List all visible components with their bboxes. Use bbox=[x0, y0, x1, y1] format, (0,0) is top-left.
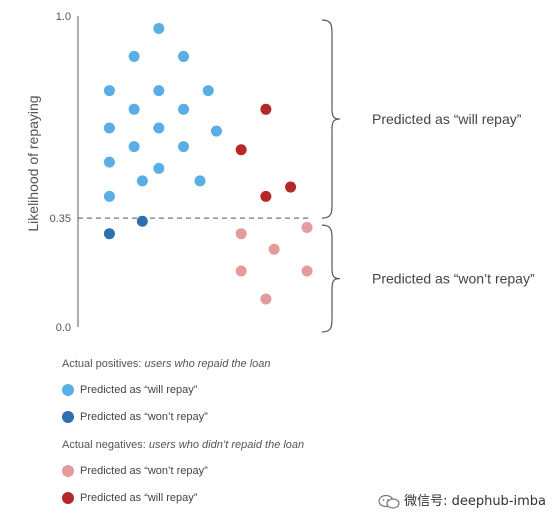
data-point-series-0 bbox=[128, 141, 140, 153]
data-point-series-0 bbox=[103, 190, 115, 202]
legend-label-pos-wont: Predicted as “won’t repay” bbox=[80, 411, 208, 423]
data-point-series-0 bbox=[210, 125, 222, 137]
data-point-series-0 bbox=[153, 162, 165, 174]
legend-swatch-pos-wont bbox=[62, 411, 74, 424]
legend-item-pos-wont: Predicted as “won’t repay” bbox=[62, 411, 208, 424]
data-point-series-2 bbox=[235, 265, 247, 277]
data-point-series-2 bbox=[260, 293, 272, 305]
data-point-series-0 bbox=[128, 50, 140, 62]
legend-negatives-heading-italic: users who didn’t repaid the loan bbox=[148, 439, 305, 451]
data-point-series-2 bbox=[301, 221, 313, 233]
y-tick-label: 1.0 bbox=[56, 11, 71, 23]
data-point-series-2 bbox=[268, 243, 280, 255]
bracket-1 bbox=[321, 224, 341, 333]
data-point-series-3 bbox=[285, 181, 297, 193]
legend-label-neg-will: Predicted as “will repay” bbox=[80, 492, 198, 504]
data-point-series-0 bbox=[153, 22, 165, 34]
data-point-series-2 bbox=[301, 265, 313, 277]
data-point-series-0 bbox=[178, 50, 190, 62]
legend-label-pos-will: Predicted as “will repay” bbox=[80, 384, 198, 396]
data-point-series-1 bbox=[136, 215, 148, 227]
chart-canvas: 1.0 0.35 0.0 Likelihood of repaying Predict… bbox=[25, 11, 535, 334]
data-point-series-0 bbox=[136, 175, 148, 187]
legend-swatch-neg-wont bbox=[62, 465, 74, 478]
data-point-series-0 bbox=[103, 122, 115, 134]
data-point-series-1 bbox=[103, 228, 115, 240]
data-point-series-3 bbox=[260, 103, 272, 115]
data-point-series-3 bbox=[235, 144, 247, 156]
data-point-series-0 bbox=[153, 85, 165, 97]
data-point-series-0 bbox=[128, 103, 140, 115]
data-point-series-0 bbox=[202, 85, 214, 97]
y-tick-label: 0.0 bbox=[56, 322, 71, 334]
data-point-series-0 bbox=[194, 175, 206, 187]
legend-item-neg-wont: Predicted as “won’t repay” bbox=[62, 465, 208, 478]
data-point-series-0 bbox=[103, 156, 115, 168]
legend-item-neg-will: Predicted as “will repay” bbox=[62, 492, 198, 505]
wechat-icon bbox=[378, 494, 400, 509]
legend-negatives-heading-plain: Actual negatives: bbox=[62, 439, 149, 451]
y-tick-label: 0.35 bbox=[50, 213, 71, 225]
legend-label-neg-wont: Predicted as “won’t repay” bbox=[80, 465, 208, 477]
bracket-0 bbox=[321, 19, 341, 219]
data-point-series-0 bbox=[178, 141, 190, 153]
watermark: 微信号: deephub-imba bbox=[378, 490, 546, 509]
data-point-series-2 bbox=[235, 228, 247, 240]
y-axis-label: Likelihood of repaying bbox=[25, 95, 41, 231]
legend-swatch-pos-will bbox=[62, 384, 74, 397]
data-point-series-0 bbox=[178, 103, 190, 115]
watermark-text: 微信号: deephub-imba bbox=[404, 494, 546, 509]
legend-positives-heading: Actual positives: users who repaid the l… bbox=[62, 358, 271, 370]
bracket-label-1: Predicted as “won’t repay” bbox=[372, 271, 535, 287]
data-point-series-3 bbox=[260, 190, 272, 202]
legend-swatch-neg-will bbox=[62, 492, 74, 505]
legend-item-pos-will: Predicted as “will repay” bbox=[62, 384, 198, 397]
legend-negatives-heading: Actual negatives: users who didn’t repai… bbox=[62, 439, 304, 451]
legend-positives-heading-italic: users who repaid the loan bbox=[144, 358, 271, 370]
legend-positives-heading-plain: Actual positives: bbox=[62, 358, 145, 370]
data-point-series-0 bbox=[153, 122, 165, 134]
bracket-label-0: Predicted as “will repay” bbox=[372, 111, 522, 127]
data-point-series-0 bbox=[103, 85, 115, 97]
